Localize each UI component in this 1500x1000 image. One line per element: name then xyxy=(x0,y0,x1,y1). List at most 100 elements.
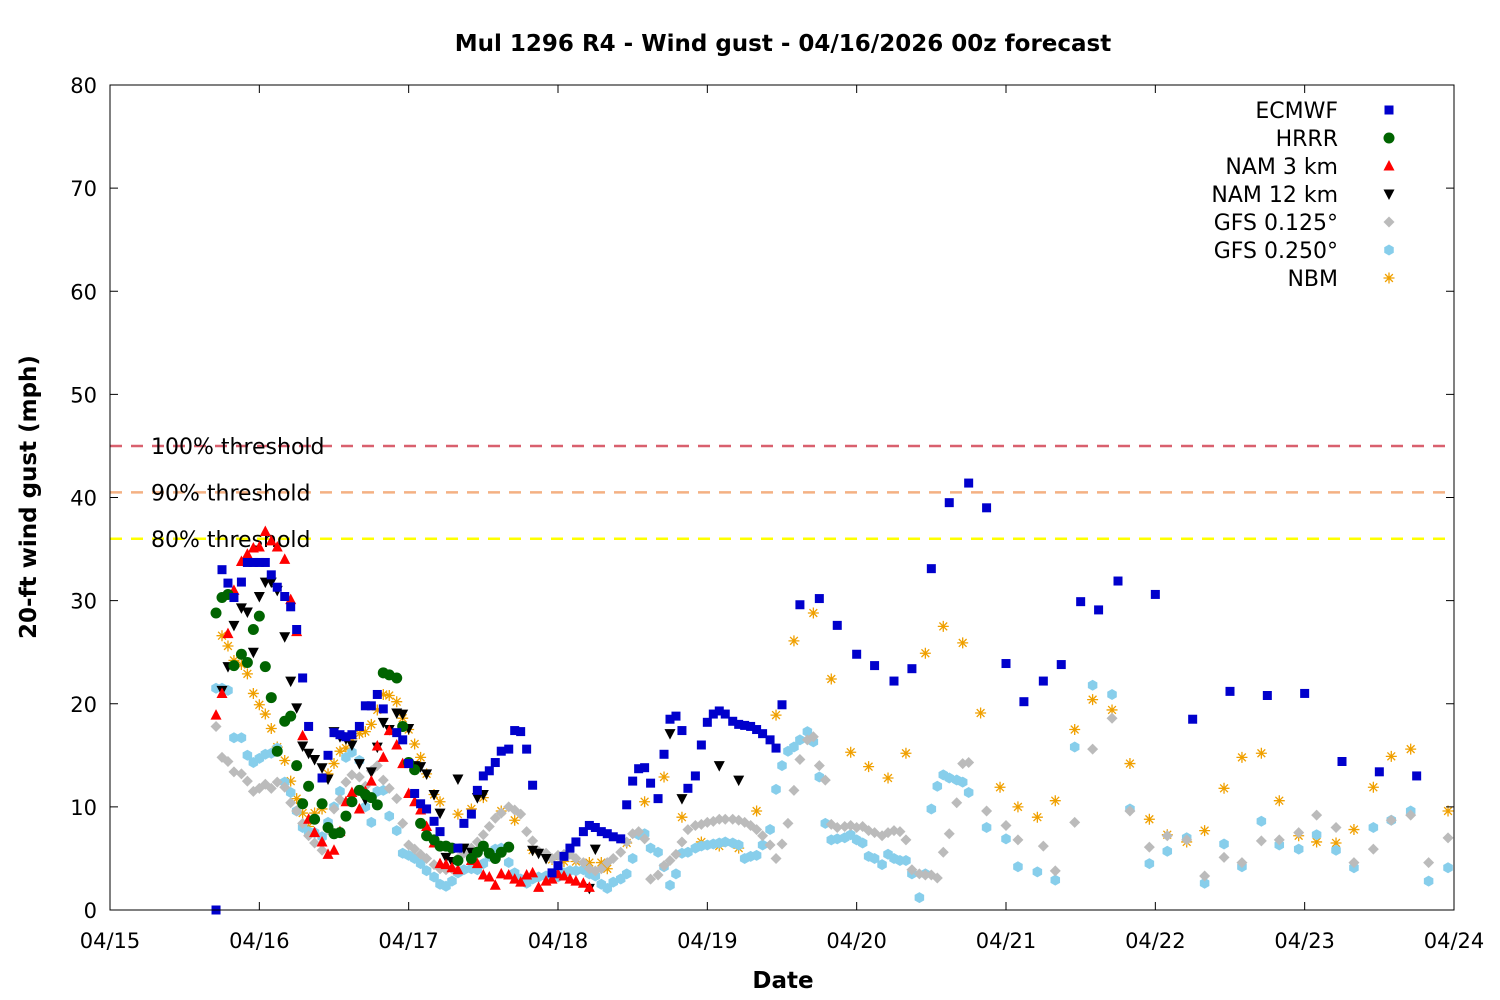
point-nam-3-km xyxy=(346,786,358,797)
x-tick-label: 04/24 xyxy=(1424,929,1485,953)
point-nbm xyxy=(1106,704,1118,716)
point-nam-12-km xyxy=(452,774,464,786)
point-ecmwf xyxy=(272,582,282,592)
point-nbm xyxy=(1311,836,1323,848)
point-nam-12-km xyxy=(434,808,446,820)
point-gfs-0-125 xyxy=(515,808,527,820)
y-tick-label: 70 xyxy=(70,177,97,201)
point-nbm xyxy=(1031,811,1043,823)
point-ecmwf xyxy=(777,700,787,710)
point-gfs-0-125 xyxy=(937,846,949,858)
point-nam-12-km xyxy=(397,709,409,721)
point-gfs-0-125 xyxy=(570,852,582,864)
point-gfs-0-250 xyxy=(771,783,781,795)
point-ecmwf xyxy=(795,600,805,610)
point-gfs-0-125 xyxy=(477,829,489,841)
point-ecmwf xyxy=(752,725,762,735)
point-nam-3-km xyxy=(383,724,395,736)
point-nbm xyxy=(253,699,265,711)
point-hrrr xyxy=(303,780,315,792)
point-gfs-0-250 xyxy=(384,810,395,822)
point-gfs-0-125 xyxy=(658,860,670,872)
point-gfs-0-125 xyxy=(1273,834,1285,846)
point-nbm xyxy=(957,637,969,649)
point-gfs-0-250 xyxy=(447,875,457,887)
point-nbm xyxy=(1236,751,1248,763)
point-gfs-0-125 xyxy=(1143,841,1155,853)
point-gfs-0-125 xyxy=(1161,830,1173,842)
point-ecmwf xyxy=(1094,605,1104,615)
point-gfs-0-250 xyxy=(509,867,520,879)
point-nam-12-km xyxy=(365,767,377,778)
point-gfs-0-250 xyxy=(757,839,768,851)
point-nam-12-km xyxy=(440,852,452,864)
data-points xyxy=(210,478,1454,915)
point-ecmwf xyxy=(708,709,718,719)
point-gfs-0-125 xyxy=(894,826,906,838)
legend: ECMWF HRRR NAM 3 km NAM 12 km GFS 0.125° GFS … xyxy=(1211,99,1395,292)
point-ecmwf xyxy=(1001,659,1011,669)
point-ecmwf xyxy=(758,729,768,739)
point-ecmwf xyxy=(398,735,408,745)
point-gfs-0-125 xyxy=(271,776,283,788)
point-nbm xyxy=(1405,743,1417,755)
point-gfs-0-250 xyxy=(926,803,937,815)
point-hrrr xyxy=(235,648,247,660)
point-ecmwf xyxy=(466,809,476,819)
point-nbm xyxy=(1012,801,1024,813)
point-gfs-0-125 xyxy=(391,793,403,805)
point-ecmwf xyxy=(1056,660,1066,670)
point-gfs-0-250 xyxy=(602,882,613,894)
point-gfs-0-125 xyxy=(1293,827,1305,839)
point-ecmwf xyxy=(1374,767,1384,777)
point-nam-3-km xyxy=(495,867,507,879)
point-nbm xyxy=(751,805,763,817)
y-tick-label: 60 xyxy=(70,280,97,304)
point-ecmwf xyxy=(677,726,687,736)
point-nam-3-km xyxy=(446,861,458,873)
point-nbm xyxy=(919,647,931,659)
point-ecmwf xyxy=(260,557,270,567)
point-ecmwf xyxy=(634,764,644,774)
point-ecmwf xyxy=(746,721,756,731)
point-ecmwf xyxy=(304,721,314,731)
point-gfs-0-250 xyxy=(1368,822,1379,833)
point-ecmwf xyxy=(484,766,494,776)
point-nbm xyxy=(770,709,782,721)
point-nam-3-km xyxy=(471,857,483,869)
point-ecmwf xyxy=(702,717,712,727)
point-nbm xyxy=(583,857,595,869)
point-gfs-0-250 xyxy=(777,760,787,772)
point-nam-3-km xyxy=(279,553,291,564)
x-axis-label: Date xyxy=(752,968,813,994)
point-ecmwf xyxy=(1225,686,1235,696)
point-gfs-0-250 xyxy=(645,842,656,854)
point-nbm xyxy=(676,811,688,823)
point-gfs-0-250 xyxy=(285,786,296,798)
point-ecmwf xyxy=(1412,771,1422,781)
point-ecmwf xyxy=(516,727,526,737)
point-gfs-0-125 xyxy=(409,843,421,855)
point-nam-3-km xyxy=(489,879,501,890)
point-gfs-0-250 xyxy=(608,876,619,888)
point-gfs-0-125 xyxy=(963,757,975,769)
point-nam-3-km xyxy=(509,873,521,884)
point-ecmwf xyxy=(366,701,376,711)
point-ecmwf xyxy=(1019,697,1029,707)
point-gfs-0-250 xyxy=(932,780,943,792)
point-nbm xyxy=(328,758,340,770)
point-nam-12-km xyxy=(589,844,601,856)
point-ecmwf xyxy=(504,744,514,754)
point-gfs-0-125 xyxy=(1124,805,1136,817)
point-gfs-0-125 xyxy=(615,846,627,858)
point-nam-12-km xyxy=(353,759,365,770)
point-hrrr xyxy=(210,607,222,619)
point-gfs-0-250 xyxy=(429,871,439,883)
point-gfs-0-125 xyxy=(906,864,918,876)
point-gfs-0-250 xyxy=(421,865,432,877)
point-nbm xyxy=(377,688,389,700)
point-nam-12-km xyxy=(303,748,315,760)
point-gfs-0-250 xyxy=(1144,858,1155,870)
point-hrrr xyxy=(241,657,253,668)
point-gfs-0-125 xyxy=(682,824,694,836)
